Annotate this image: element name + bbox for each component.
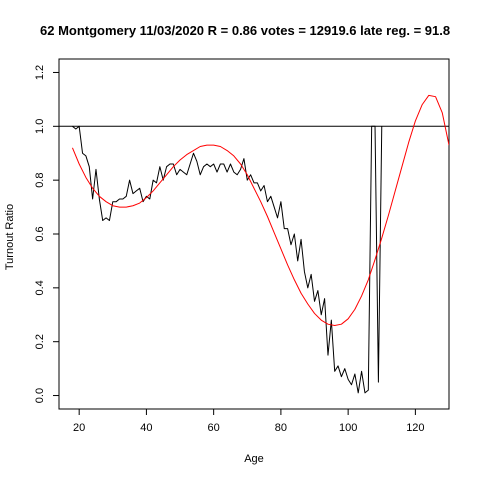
y-tick-label-0.8: 0.8 — [34, 173, 46, 188]
y-tick-label-0.0: 0.0 — [34, 388, 46, 403]
y-tick-label-0.4: 0.4 — [34, 280, 46, 295]
x-tick-label-100: 100 — [339, 422, 357, 434]
fitted-series-line — [71, 94, 449, 327]
x-tick-label-120: 120 — [406, 422, 424, 434]
chart-title: 62 Montgomery 11/03/2020 R = 0.86 votes … — [40, 23, 450, 38]
x-tick-label-80: 80 — [275, 422, 287, 434]
x-tick-label-20: 20 — [73, 422, 85, 434]
y-tick-label-0.2: 0.2 — [34, 334, 46, 349]
y-tick-label-0.6: 0.6 — [34, 226, 46, 241]
x-tick-label-40: 40 — [140, 422, 152, 434]
x-axis-label: Age — [244, 453, 264, 465]
plot-frame — [58, 58, 450, 410]
y-tick-label-1.2: 1.2 — [34, 65, 46, 80]
x-tick-label-60: 60 — [208, 422, 220, 434]
y-axis-label: Turnout Ratio — [4, 204, 16, 270]
observed-series-line — [72, 125, 383, 394]
y-tick-label-1.0: 1.0 — [34, 119, 46, 134]
plot-area: 20 40 60 80 100 120 0.0 0.2 0.4 0.6 0.8 1.0 1.2 — [34, 58, 450, 434]
